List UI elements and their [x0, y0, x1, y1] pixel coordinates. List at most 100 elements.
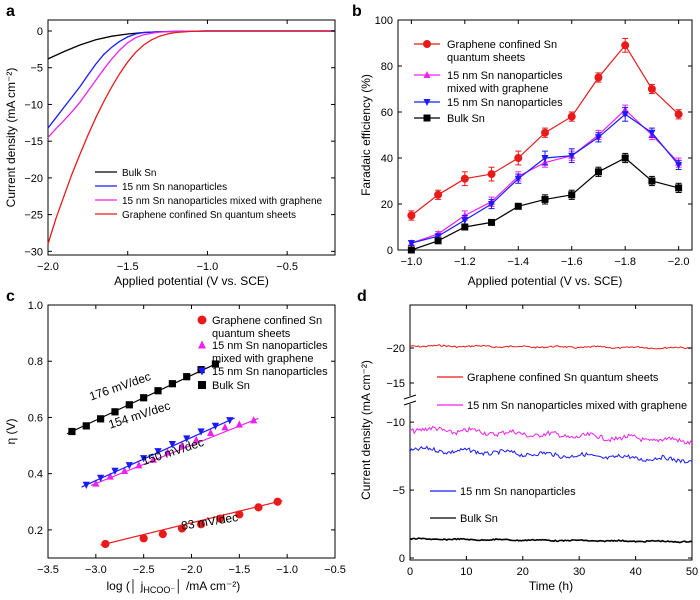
panel-b-ytick-label: 40	[381, 153, 393, 165]
panel-b-xtick-label: −1.0	[401, 256, 423, 268]
panel-d-ytick-label: −15	[386, 378, 405, 390]
panel-c-point	[177, 524, 187, 533]
panel-b-axes	[397, 19, 693, 251]
panel-a-ylabel: Current density (mA cm⁻²)	[4, 68, 18, 208]
panel-a-ytick-label: −5	[30, 63, 43, 75]
panel-b-point	[594, 73, 603, 82]
panel-b-point	[407, 211, 416, 220]
panel-c-point	[101, 539, 110, 549]
panel-c-slope-label: 150 mV/dec	[140, 435, 205, 468]
panel-b-ytick-label: 0	[387, 245, 393, 257]
panel-c-point	[82, 422, 90, 430]
panel-b-legend-label: mixed with graphene	[447, 83, 549, 95]
panel-c-point	[154, 387, 162, 395]
panel-b-point	[621, 154, 629, 162]
panel-a-ytick-label: −25	[24, 210, 43, 222]
panel-c-xtick-label: −2.5	[133, 564, 155, 576]
panel-c-point	[168, 441, 176, 449]
panel-b-point	[488, 201, 496, 208]
panel-letter: d	[357, 288, 367, 305]
panel-b-ytick-label: 100	[375, 15, 393, 27]
panel-a-ytick-label: 0	[37, 26, 43, 38]
panel-b-point	[647, 85, 656, 93]
panel-b-point	[514, 202, 522, 210]
panel-c-fit-line	[100, 500, 283, 546]
panel-a-xtick-label: −1.0	[197, 261, 219, 273]
panel-letter: c	[6, 288, 15, 305]
panel-d-legend-label: Bulk Sn	[460, 513, 498, 525]
panel-d-axes	[409, 304, 693, 561]
panel-d-ytick-label: −5	[392, 485, 405, 497]
panel-d-legend-label: Graphene confined Sn quantum sheets	[467, 372, 659, 384]
panel-a-ytick-label: −20	[24, 173, 43, 185]
panel-d-legend-label: 15 nm Sn nanoparticles	[460, 486, 576, 498]
panel-a-legend-label: 15 nm Sn nanoparticles	[122, 182, 227, 193]
panel-b-point	[487, 170, 496, 179]
panel-a-xlabel: Applied potential (V vs. SCE)	[114, 274, 269, 288]
panel-b-legend-marker	[423, 114, 431, 122]
panel-c-point	[97, 474, 105, 482]
panel-d-series-line	[409, 425, 693, 446]
panel-c-point	[235, 420, 243, 428]
panel-b-ytick-label: 60	[381, 107, 393, 119]
panel-b-point	[648, 177, 656, 185]
panel-b-point	[568, 152, 576, 160]
panel-b-point	[675, 161, 683, 169]
panel-c-ytick-label: 0.2	[28, 525, 43, 537]
panel-b-point	[675, 184, 683, 192]
panel-a-ytick-label: −10	[24, 99, 43, 111]
panel-c-point	[111, 408, 119, 416]
panel-b-point	[434, 190, 443, 199]
panel-c-xtick-label: −3.5	[37, 564, 59, 576]
panel-b-xtick-label: −2.0	[668, 256, 690, 268]
panel-b-point	[514, 175, 522, 183]
panel-c-point	[68, 427, 76, 436]
panel-c-point	[178, 441, 186, 449]
panel-b-point	[621, 41, 630, 50]
panel-b-point	[541, 155, 549, 162]
panel-c-slope-label: 83 mV/dec	[180, 510, 239, 533]
panel-c-point	[125, 462, 133, 470]
panel-b-point	[567, 112, 576, 121]
panel-c-point	[120, 466, 129, 474]
panel-c-point	[139, 534, 148, 543]
panel-c-point	[97, 415, 105, 423]
panel-c-point	[216, 514, 225, 523]
panel-c-xtick-label: −0.5	[324, 564, 346, 576]
panel-b-xtick-label: −1.4	[507, 256, 529, 268]
panel-b-point	[674, 110, 683, 119]
panel-a-series-line	[47, 30, 335, 60]
panel-c-point	[135, 461, 143, 469]
panel-c-legend-label: mixed with graphene	[212, 353, 314, 365]
panel-b-point	[621, 111, 629, 119]
panel-a-legend-label: Bulk Sn	[122, 168, 156, 179]
panel-b-point	[594, 168, 602, 176]
panel-b-ytick-label: 20	[381, 199, 393, 211]
panel-d-axis-break	[403, 400, 417, 406]
panel-a-xtick-label: −0.5	[276, 261, 298, 273]
panel-b-legend-marker	[423, 40, 431, 48]
panel-d-series-line	[409, 344, 693, 350]
panel-d-ytick-label: −20	[386, 343, 405, 355]
panel-d-xtick-label: 30	[573, 566, 585, 578]
panel-b-xlabel: Applied potential (V vs. SCE)	[468, 274, 623, 288]
panel-c-point	[168, 380, 176, 388]
panel-b-point	[434, 233, 442, 241]
panel-d-series-line	[409, 537, 693, 544]
panel-c-point	[207, 428, 215, 437]
panel-c-point	[221, 423, 229, 431]
panel-c-legend-marker	[198, 381, 206, 389]
panel-c-xtick-label: −2.0	[181, 564, 203, 576]
panel-c-point	[250, 416, 258, 424]
panel-d-ytick-label: −10	[386, 417, 405, 429]
panel-b-point	[594, 134, 602, 142]
panel-c-point	[140, 394, 148, 402]
panel-b-point	[460, 174, 469, 183]
panel-c-xtick-label: −1.5	[228, 564, 250, 576]
panel-c-point	[111, 467, 119, 475]
panel-c-legend-label: Bulk Sn	[212, 380, 250, 392]
panel-c-point	[82, 481, 90, 490]
panel-letter: b	[352, 3, 362, 20]
panel-letter: a	[6, 3, 15, 20]
